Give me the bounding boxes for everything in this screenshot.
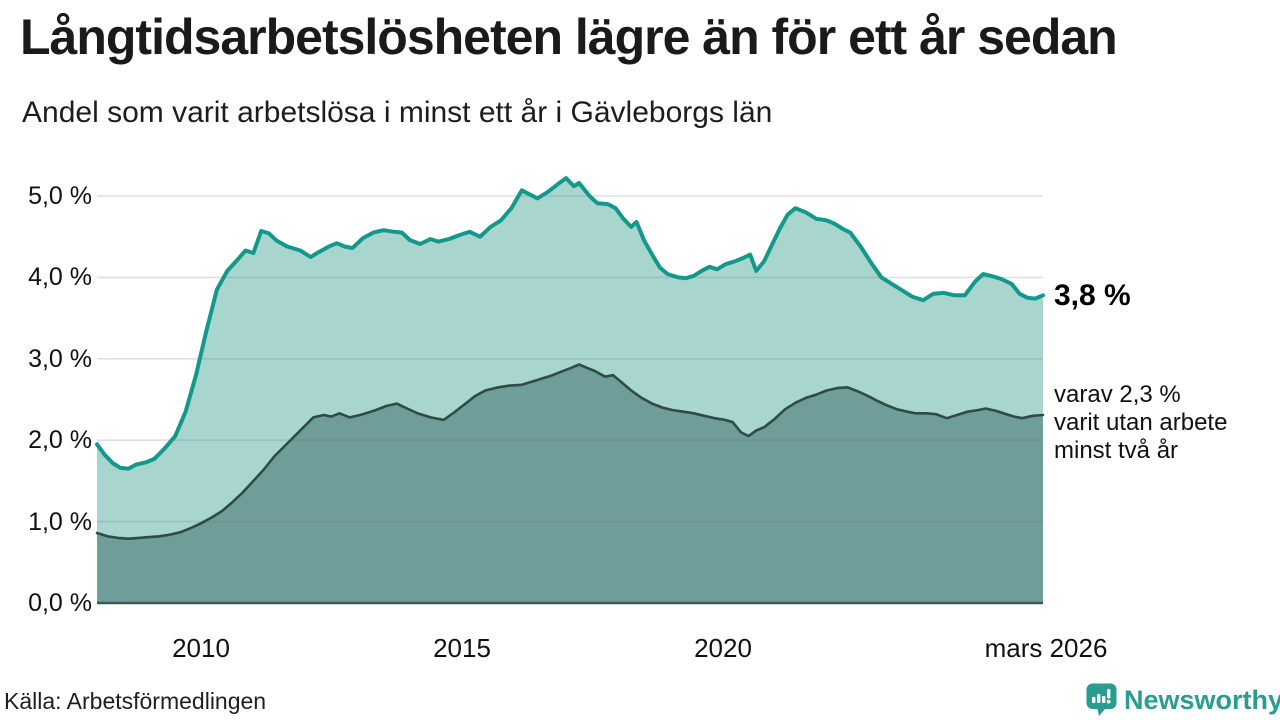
y-tick-4: 4,0 % <box>28 263 92 291</box>
page-subtitle: Andel som varit arbetslösa i minst ett å… <box>22 96 773 129</box>
page-title: Långtidsarbetslösheten lägre än för ett … <box>20 9 1118 65</box>
series-0-line <box>95 176 1045 471</box>
y-tick-0: 0,0 % <box>28 589 92 617</box>
y-tick-2: 2,0 % <box>28 426 92 454</box>
newsworthy-logo-text: Newsworthy <box>1124 684 1280 715</box>
y-tick-5: 5,0 % <box>28 182 92 210</box>
x-tick-2020: 2020 <box>694 633 752 663</box>
x-tick-2010: 2010 <box>172 633 230 663</box>
y-tick-3: 3,0 % <box>28 345 92 373</box>
x-tick-mars-2026: mars 2026 <box>984 633 1108 663</box>
x-tick-2015: 2015 <box>433 633 491 663</box>
series-1-line <box>95 363 1045 540</box>
subset-annotation-line3: minst två år <box>1054 437 1179 464</box>
newsworthy-logo[interactable]: Newsworthy <box>1086 683 1280 717</box>
total-series-end-label: 3,8 % <box>1054 279 1131 312</box>
subset-series-annotation: varav 2,3 % varit utan arbete minst två … <box>1054 381 1227 465</box>
subset-annotation-line2: varit utan arbete <box>1054 409 1228 436</box>
newsworthy-logo-icon <box>1086 683 1117 716</box>
y-tick-1: 1,0 % <box>28 508 92 536</box>
subset-annotation-line1: varav 2,3 % <box>1054 381 1181 408</box>
source-credit: Källa: Arbetsförmedlingen <box>4 688 267 714</box>
series-1-area <box>97 364 1043 603</box>
